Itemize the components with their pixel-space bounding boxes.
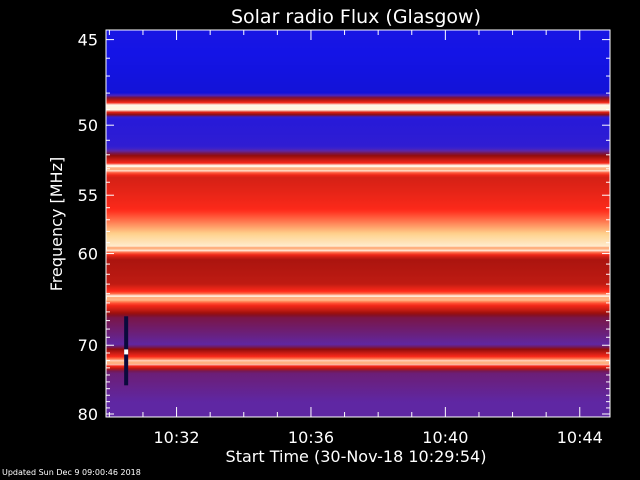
x-tick-label: 10:40 (422, 428, 468, 447)
updated-timestamp: Updated Sun Dec 9 09:00:46 2018 (2, 468, 141, 477)
x-tick-label: 10:36 (288, 428, 334, 447)
y-tick-label: 55 (78, 186, 98, 205)
heatmap-field (106, 30, 610, 417)
x-axis-label: Start Time (30-Nov-18 10:29:54) (226, 447, 487, 466)
x-tick-label: 10:44 (557, 428, 603, 447)
emission-line (107, 246, 609, 250)
emission-line (107, 361, 609, 365)
y-tick-label: 50 (78, 116, 98, 135)
emission-line (107, 167, 609, 171)
burst-peak (124, 349, 129, 355)
emission-line (107, 296, 609, 300)
spectrogram-heatmap (106, 30, 610, 417)
plot-frame (105, 29, 611, 418)
emission-line (107, 106, 609, 110)
y-axis-label: Frequency [MHz] (47, 157, 66, 291)
y-tick-label: 45 (78, 31, 98, 50)
y-tick-label: 80 (78, 405, 98, 424)
y-tick-label: 70 (78, 336, 98, 355)
y-tick-label: 60 (78, 245, 98, 264)
chart-title: Solar radio Flux (Glasgow) (231, 6, 481, 28)
x-axis: 10:32 10:36 10:40 10:44 (108, 30, 603, 447)
x-tick-label: 10:32 (154, 428, 200, 447)
y-axis: 45 50 55 60 70 80 (78, 31, 610, 424)
